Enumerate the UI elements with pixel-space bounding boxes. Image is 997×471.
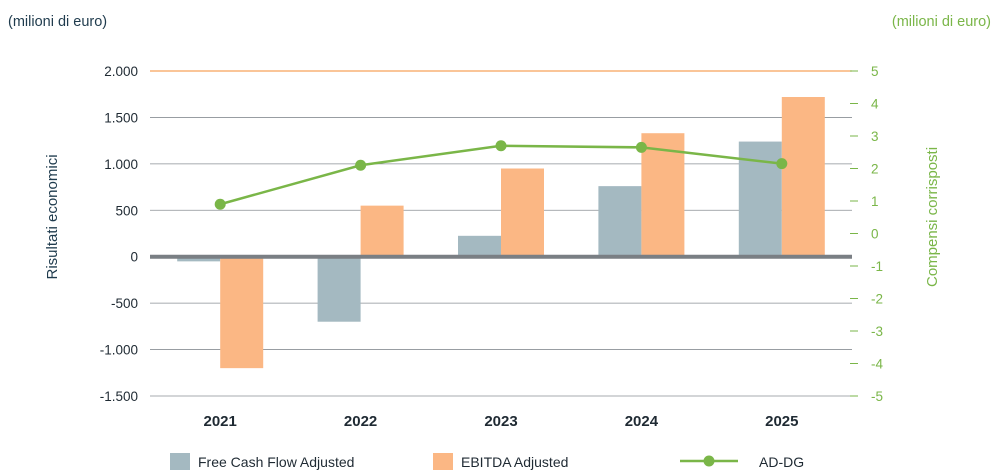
bar-ebitda-adjusted-2021 [220, 256, 264, 369]
right-tick-label: -5 [871, 389, 883, 404]
left-tick-label: -500 [111, 296, 138, 311]
legend-label: AD-DG [759, 454, 804, 470]
right-tick-label: -3 [871, 324, 883, 339]
right-tick-label: 1 [871, 194, 879, 209]
x-tick-label: 2023 [484, 413, 517, 430]
bar-ebitda-adjusted-2025 [781, 97, 825, 257]
legend: Free Cash Flow Adjusted EBITDA Adjusted AD… [170, 453, 804, 470]
legend-label: Free Cash Flow Adjusted [198, 454, 354, 470]
left-tick-label: 2.000 [104, 64, 138, 79]
line-point-2025 [776, 158, 788, 170]
right-tick-label: -4 [871, 357, 883, 372]
line-point-2021 [214, 198, 226, 210]
ad-dg-line [214, 140, 788, 210]
left-tick-label: -1.500 [100, 389, 138, 404]
bar-free-cash-flow-adjusted-2023 [458, 235, 501, 257]
line-point-2024 [635, 141, 647, 153]
line-point-2022 [355, 159, 367, 171]
legend-label: EBITDA Adjusted [461, 454, 568, 470]
right-tick-label: 0 [871, 227, 879, 242]
x-tick-label: 2022 [344, 413, 377, 430]
x-tick-label: 2025 [765, 413, 798, 430]
legend-marker [703, 455, 715, 467]
left-axis-ticks: 2.000 1.500 1.000 500 0 -500 -1.000 -1.500 [100, 64, 138, 404]
left-tick-label: 1.000 [104, 157, 138, 172]
right-tick-label: 4 [871, 97, 879, 112]
left-axis-label: Risultati economici [44, 154, 61, 279]
right-tick-label: 3 [871, 129, 879, 144]
bar-free-cash-flow-adjusted-2021 [177, 256, 221, 262]
bar-ebitda-adjusted-2023 [501, 168, 544, 257]
bar-free-cash-flow-adjusted-2022 [317, 256, 361, 322]
right-tick-label: 2 [871, 162, 879, 177]
right-axis-unit: (milioni di euro) [891, 14, 991, 30]
x-axis-ticks: 2021 2022 2023 2024 2025 [204, 413, 799, 430]
left-tick-label: 500 [115, 203, 138, 218]
bar-free-cash-flow-adjusted-2024 [598, 186, 642, 257]
right-tick-label: -1 [871, 259, 883, 274]
right-axis-label: Compensi corrisposti [924, 147, 941, 287]
bars [177, 97, 825, 369]
right-tick-label: 5 [871, 64, 879, 79]
gridlines [150, 70, 852, 397]
left-axis-unit: (milioni di euro) [8, 14, 108, 30]
left-tick-label: 0 [130, 250, 138, 265]
left-tick-label: 1.500 [104, 110, 138, 125]
bar-ebitda-adjusted-2024 [641, 133, 685, 257]
legend-swatch [170, 453, 190, 470]
x-tick-label: 2021 [204, 413, 237, 430]
left-tick-label: -1.000 [100, 343, 138, 358]
line-point-2023 [495, 140, 507, 152]
legend-swatch [433, 453, 453, 470]
right-axis-ticks: 5 4 3 2 1 0 -1 -2 -3 -4 -5 [850, 64, 883, 404]
x-tick-label: 2024 [625, 413, 659, 430]
bar-ebitda-adjusted-2022 [360, 205, 404, 257]
right-tick-label: -2 [871, 292, 883, 307]
